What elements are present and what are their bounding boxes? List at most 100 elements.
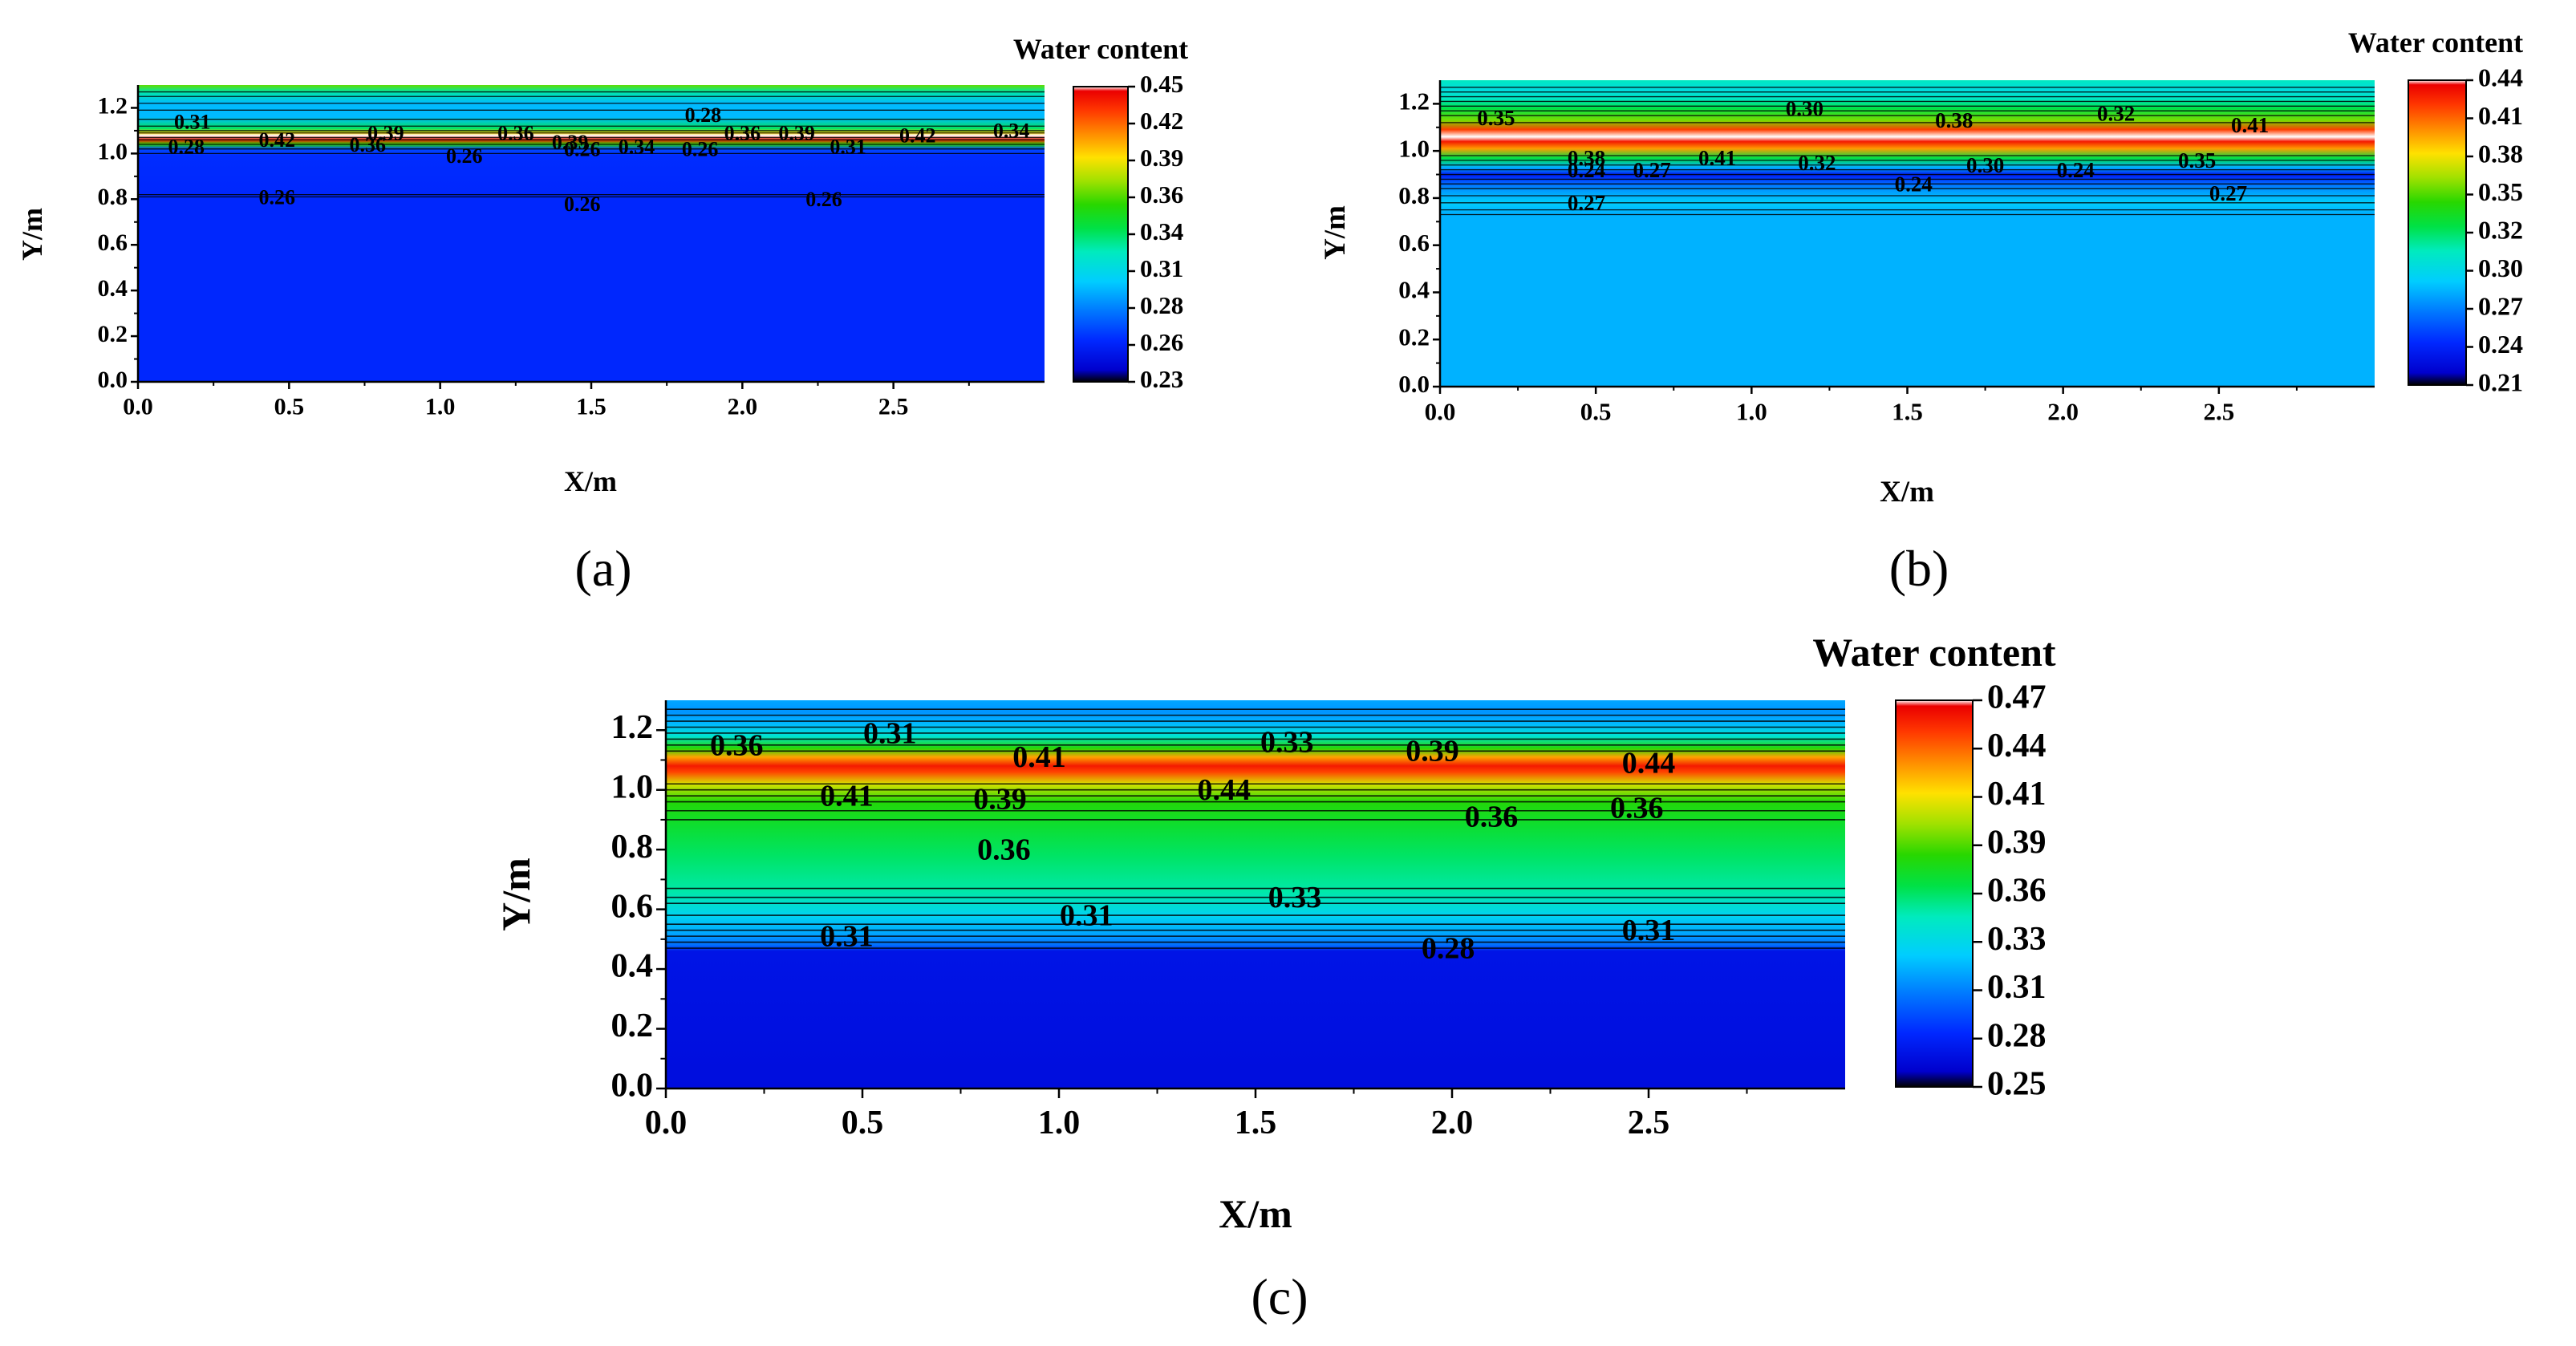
contour-label: 0.36 <box>1465 801 1519 834</box>
x-tick-label: 2.5 <box>878 394 909 420</box>
contour-label: 0.35 <box>2178 148 2216 172</box>
y-tick-label: 0.0 <box>611 1068 654 1105</box>
contour-label: 0.41 <box>1012 740 1066 774</box>
colorbar-tick-label: 0.38 <box>2478 139 2523 168</box>
contour-label: 0.28 <box>1422 931 1475 965</box>
contour-label: 0.42 <box>259 128 296 152</box>
contour-label: 0.31 <box>830 136 866 159</box>
contour-label: 0.42 <box>899 124 936 147</box>
y-tick-label: 1.0 <box>98 138 128 164</box>
y-tick-label: 0.8 <box>1398 181 1430 209</box>
x-axis-label: X/m <box>1880 476 1934 509</box>
y-tick-label: 0.2 <box>1398 322 1430 351</box>
x-tick-label: 0.5 <box>1580 398 1612 426</box>
contour-label: 0.24 <box>2057 158 2095 182</box>
y-tick-label: 0.4 <box>1398 276 1430 304</box>
contour-label: 0.28 <box>685 103 722 127</box>
contour-label: 0.31 <box>1060 899 1114 933</box>
colorbar <box>2408 79 2467 386</box>
x-tick-label: 2.5 <box>1628 1105 1670 1141</box>
colorbar-title: Water content <box>1812 630 2056 675</box>
y-tick-label: 0.6 <box>98 229 128 256</box>
contour-label: 0.38 <box>1935 108 1973 132</box>
contour-label: 0.26 <box>446 144 483 168</box>
colorbar-tick-label: 0.41 <box>2478 101 2523 130</box>
colorbar-tick-label: 0.24 <box>2478 330 2523 359</box>
x-tick-label: 1.0 <box>1038 1105 1081 1141</box>
x-tick-label: 2.0 <box>728 394 758 420</box>
x-axis-label: X/m <box>1219 1191 1292 1236</box>
contour-label: 0.36 <box>497 122 534 145</box>
contour-label: 0.31 <box>1622 914 1676 947</box>
colorbar-tick-label: 0.21 <box>2478 367 2523 396</box>
y-tick-label: 1.2 <box>98 92 128 119</box>
contour-label: 0.34 <box>619 136 655 159</box>
contour-label: 0.36 <box>350 133 387 156</box>
contour-label: 0.41 <box>2231 113 2269 137</box>
x-tick-label: 1.0 <box>425 394 456 420</box>
water-content-field <box>138 85 1045 382</box>
x-tick-label: 1.0 <box>1736 398 1767 426</box>
colorbar-tick-label: 0.31 <box>1140 254 1183 282</box>
colorbar-tick-label: 0.33 <box>1987 921 2047 958</box>
contour-label: 0.26 <box>805 188 842 211</box>
contour-label: 0.41 <box>820 780 874 813</box>
panel-b: (b) 0.35 0.30 0.38 0.32 0.410.380.24 0.27 0.41… <box>1319 26 2523 597</box>
contour-label: 0.33 <box>1260 726 1314 760</box>
contour-label: 0.26 <box>564 138 601 161</box>
colorbar-tick-label: 0.25 <box>1987 1066 2047 1103</box>
x-tick-label: 0.5 <box>274 394 305 420</box>
contour-label: 0.30 <box>1786 96 1823 120</box>
colorbar-tick-label: 0.44 <box>2478 63 2523 91</box>
colorbar-tick-label: 0.47 <box>1987 679 2047 716</box>
contour-label: 0.27 <box>1568 191 1605 215</box>
colorbar-tick-label: 0.39 <box>1987 824 2047 861</box>
x-tick-label: 1.5 <box>1892 398 1923 426</box>
y-tick-label: 0.6 <box>1398 229 1430 257</box>
contour-label: 0.24 <box>1895 172 1933 196</box>
contour-label: 0.39 <box>367 122 404 145</box>
x-tick-label: 2.5 <box>2203 398 2234 426</box>
colorbar <box>1895 699 1974 1088</box>
y-tick-label: 1.2 <box>1398 87 1430 115</box>
x-tick-label: 2.0 <box>2047 398 2079 426</box>
contour-label: 0.36 <box>977 833 1031 867</box>
panel-caption-a: (a) <box>574 540 631 597</box>
contour-label: 0.31 <box>174 110 211 133</box>
panel-caption-b: (b) <box>1889 540 1949 597</box>
y-tick-label: 0.2 <box>611 1007 654 1044</box>
y-tick-label: 0.6 <box>611 888 654 925</box>
colorbar-tick-label: 0.32 <box>2478 215 2523 244</box>
contour-label: 0.35 <box>1477 106 1515 130</box>
colorbar-tick-label: 0.44 <box>1987 728 2047 764</box>
colorbar-tick-label: 0.28 <box>1140 291 1183 319</box>
contour-label: 0.26 <box>682 138 719 161</box>
colorbar-tick-label: 0.36 <box>1140 180 1183 209</box>
contour-label: 0.39 <box>973 782 1027 816</box>
contour-label: 0.24 <box>1568 158 1605 182</box>
contour-label: 0.38 <box>1568 146 1605 170</box>
contour-label: 0.27 <box>1633 158 1670 182</box>
colorbar-tick-label: 0.27 <box>2478 291 2523 320</box>
panel-c: (c) 0.36 0.31 0.41 0.33 0.39 0.44 0.41 0.39 0.44… <box>493 630 2056 1325</box>
x-tick-label: 0.0 <box>123 394 153 420</box>
contour-label: 0.34 <box>993 120 1030 143</box>
y-axis-label: Y/m <box>493 857 538 931</box>
y-tick-label: 0.8 <box>98 184 128 210</box>
contour-label: 0.39 <box>552 131 589 154</box>
y-tick-label: 0.0 <box>1398 370 1430 398</box>
x-tick-label: 0.0 <box>645 1105 688 1141</box>
panel-caption-c: (c) <box>1251 1268 1308 1325</box>
colorbar-tick-label: 0.41 <box>1987 776 2047 813</box>
colorbar-tick-label: 0.28 <box>1987 1017 2047 1054</box>
contour-label: 0.44 <box>1198 773 1251 807</box>
colorbar-title: Water content <box>2348 26 2523 59</box>
y-tick-label: 0.0 <box>98 367 128 393</box>
colorbar-tick-label: 0.30 <box>2478 253 2523 282</box>
contour-label: 0.36 <box>1610 791 1664 825</box>
y-tick-label: 0.2 <box>98 321 128 347</box>
contour-label: 0.33 <box>1268 881 1322 914</box>
contour-label: 0.41 <box>1698 146 1736 170</box>
colorbar-title: Water content <box>1013 33 1188 65</box>
